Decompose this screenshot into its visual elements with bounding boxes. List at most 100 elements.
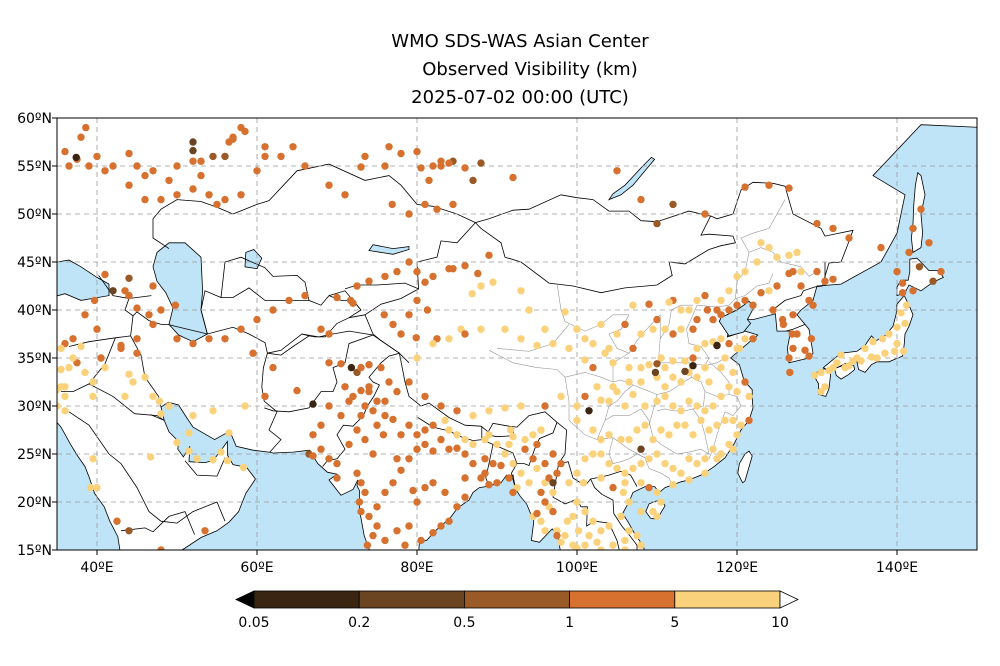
station-marker	[821, 277, 829, 285]
station-marker	[405, 258, 413, 266]
station-marker	[609, 483, 617, 492]
station-marker	[810, 371, 819, 379]
station-marker	[157, 546, 165, 550]
station-marker	[57, 344, 65, 353]
station-marker	[241, 402, 249, 410]
station-marker	[893, 267, 901, 276]
colorbar-label: 10	[771, 615, 789, 631]
station-marker	[613, 330, 621, 338]
station-marker	[421, 392, 429, 401]
station-marker	[837, 351, 845, 359]
station-marker	[653, 512, 661, 521]
station-marker	[125, 527, 133, 535]
station-marker	[557, 538, 565, 546]
station-marker	[345, 440, 353, 449]
station-marker	[389, 415, 397, 424]
station-marker	[625, 435, 633, 444]
station-marker	[493, 440, 501, 449]
station-marker	[317, 325, 325, 333]
station-marker	[441, 416, 449, 425]
station-marker	[749, 301, 757, 309]
station-marker	[765, 181, 773, 189]
station-marker	[81, 368, 89, 377]
station-marker	[817, 387, 825, 396]
station-marker	[733, 272, 741, 281]
station-marker	[605, 431, 613, 439]
station-marker	[681, 357, 689, 365]
colorbar-bin	[674, 590, 781, 609]
station-marker	[701, 339, 709, 348]
station-marker	[669, 357, 677, 365]
station-marker	[609, 383, 617, 391]
station-marker	[649, 435, 657, 444]
station-marker	[685, 455, 693, 463]
station-marker	[589, 450, 597, 458]
station-marker	[481, 455, 489, 463]
station-marker	[725, 339, 733, 348]
station-marker	[437, 522, 445, 530]
station-marker	[453, 503, 461, 511]
station-marker	[239, 463, 248, 472]
station-marker	[765, 243, 773, 252]
station-marker	[801, 346, 809, 354]
station-marker	[421, 483, 429, 492]
station-marker	[625, 498, 633, 506]
lon-tick-label: 100ºE	[556, 560, 598, 576]
station-marker	[485, 481, 493, 489]
station-marker	[86, 483, 95, 492]
station-marker	[373, 522, 381, 530]
station-marker	[637, 445, 645, 453]
station-marker	[369, 450, 377, 458]
station-marker	[789, 344, 797, 353]
station-marker	[677, 407, 685, 415]
station-marker	[173, 438, 181, 447]
station-marker	[405, 421, 413, 429]
station-marker	[413, 267, 421, 276]
station-marker	[549, 450, 557, 458]
station-marker	[109, 287, 117, 295]
station-marker	[533, 509, 541, 518]
station-marker	[541, 402, 549, 410]
station-marker	[813, 219, 821, 228]
station-marker	[589, 426, 597, 434]
station-marker	[717, 311, 725, 319]
station-marker	[861, 344, 869, 353]
station-marker	[61, 147, 69, 156]
station-marker	[437, 402, 445, 410]
station-marker	[157, 306, 165, 314]
map-gridlines	[57, 118, 977, 550]
station-marker	[357, 411, 365, 420]
station-marker	[453, 444, 461, 452]
station-marker	[509, 459, 517, 468]
station-marker	[337, 411, 345, 420]
station-marker	[357, 479, 365, 487]
station-marker	[645, 300, 653, 308]
station-marker	[689, 354, 697, 362]
station-marker	[665, 298, 673, 306]
station-marker	[581, 335, 589, 343]
station-marker	[57, 402, 61, 410]
station-marker	[133, 349, 141, 357]
aral-sea	[244, 249, 263, 270]
land-masses	[57, 118, 977, 550]
station-marker	[653, 450, 661, 458]
lon-tick-label: 80ºE	[400, 560, 433, 576]
station-marker	[725, 383, 733, 391]
station-marker	[57, 386, 61, 394]
lat-tick-label: 45ºN	[17, 255, 52, 271]
station-marker	[101, 363, 109, 372]
station-marker	[574, 527, 583, 535]
station-marker	[881, 349, 889, 357]
colorbar-bin	[569, 590, 676, 609]
station-marker	[377, 363, 385, 372]
station-marker	[653, 360, 661, 368]
station-marker	[653, 488, 661, 497]
station-marker	[713, 455, 721, 463]
station-marker	[693, 373, 701, 381]
station-marker	[347, 363, 356, 372]
station-marker	[609, 359, 617, 367]
station-marker	[141, 171, 149, 180]
lon-tick-label: 140ºE	[876, 560, 918, 576]
station-marker	[565, 344, 573, 353]
station-marker	[749, 335, 757, 343]
